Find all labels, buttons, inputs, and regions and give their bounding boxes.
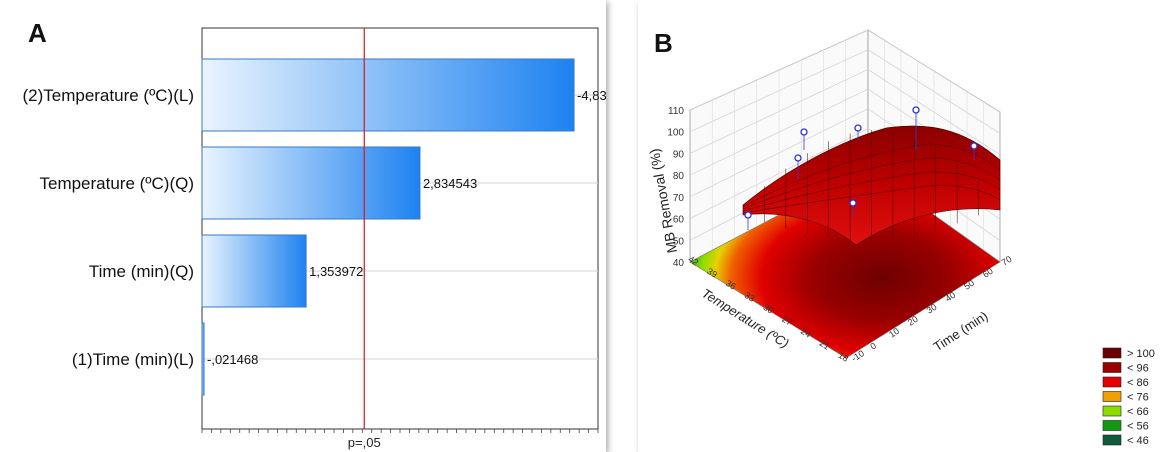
bar [201,146,421,220]
bar-value-label: -4,8386 [577,88,606,103]
x-axis-label: Time (min) [931,308,991,354]
z-tick-label: 50 [673,236,685,247]
x-tick-label: 0 [868,341,878,352]
z-tick-label: 100 [667,128,684,139]
legend-swatch [1102,420,1122,431]
legend-label: > 100 [1127,348,1155,360]
z-tick-label: 60 [673,215,685,226]
legend-label: < 96 [1127,363,1149,375]
bar [201,58,575,132]
x-tick-label: 30 [925,302,939,316]
y-tick-label: 33 [743,290,757,304]
surface-mesh-line [742,185,1001,214]
data-point [794,154,802,162]
y-tick-label: 27 [780,314,794,328]
legend-swatch [1102,405,1122,417]
legend-label: < 66 [1127,406,1149,418]
z-tick-label: 110 [668,106,684,117]
bar [201,234,307,308]
x-tick-label: 20 [906,314,920,328]
category-label: (1)Time (min)(L) [72,350,194,369]
bar [201,322,205,396]
legend-label: < 86 [1127,377,1149,389]
x-tick-label: 70 [1000,254,1014,268]
legend-label: < 76 [1127,392,1149,404]
bar-value-label: 1,353972 [309,264,363,279]
data-point [744,211,752,219]
legend-label: < 56 [1127,421,1149,433]
panel-letter-b: B [654,28,673,58]
pareto-chart-panel: A -4,8386 (2)Temperature (ºC)(L) 2,834543 T… [22,18,606,450]
bar-value-label: 2,834543 [423,176,477,191]
z-tick-label: 90 [673,149,685,160]
legend-swatch [1102,362,1122,373]
legend-swatch [1102,434,1122,446]
panel-letter-a: A [28,18,47,48]
y-tick-label: 24 [799,326,813,340]
pareto-chart: -4,8386 (2)Temperature (ºC)(L) 2,834543 Tem… [22,27,606,450]
z-tick-label: 40 [673,258,685,269]
z-tick-label: 80 [673,171,685,182]
y-tick-label: 30 [761,302,775,316]
y-tick-label: 18 [836,350,850,364]
category-label: Time (min)(Q) [89,262,194,281]
surface-mesh-line [742,171,1001,212]
data-point [912,106,920,114]
surface-chart: 405060708090100110182124273033363942-100… [646,29,1155,447]
data-point [854,124,862,132]
y-tick-label: 39 [705,266,719,280]
x-tick-label: 40 [943,290,957,304]
legend-swatch [1102,376,1122,388]
y-tick-label: 42 [686,254,700,268]
bar-value-label: -,021468 [207,352,258,367]
legend-label: < 46 [1127,435,1149,447]
data-point [970,142,978,150]
surface-chart-panel: B 40 50 60 70 80 90 1 [638,0,1161,452]
y-tick-label: 21 [818,338,832,352]
category-label: (2)Temperature (ºC)(L) [22,86,194,105]
category-label: Temperature (ºC)(Q) [39,174,194,193]
x-tick-label: 10 [887,326,901,340]
legend-swatch [1102,391,1122,402]
legend-swatch [1102,347,1122,359]
data-point [800,128,808,136]
data-point [849,199,857,207]
significance-label: p=,05 [348,435,381,450]
z-tick-label: 70 [673,193,685,204]
x-tick-label: 50 [962,278,976,292]
x-tick-label: 60 [981,266,995,280]
y-tick-label: 36 [724,278,738,292]
